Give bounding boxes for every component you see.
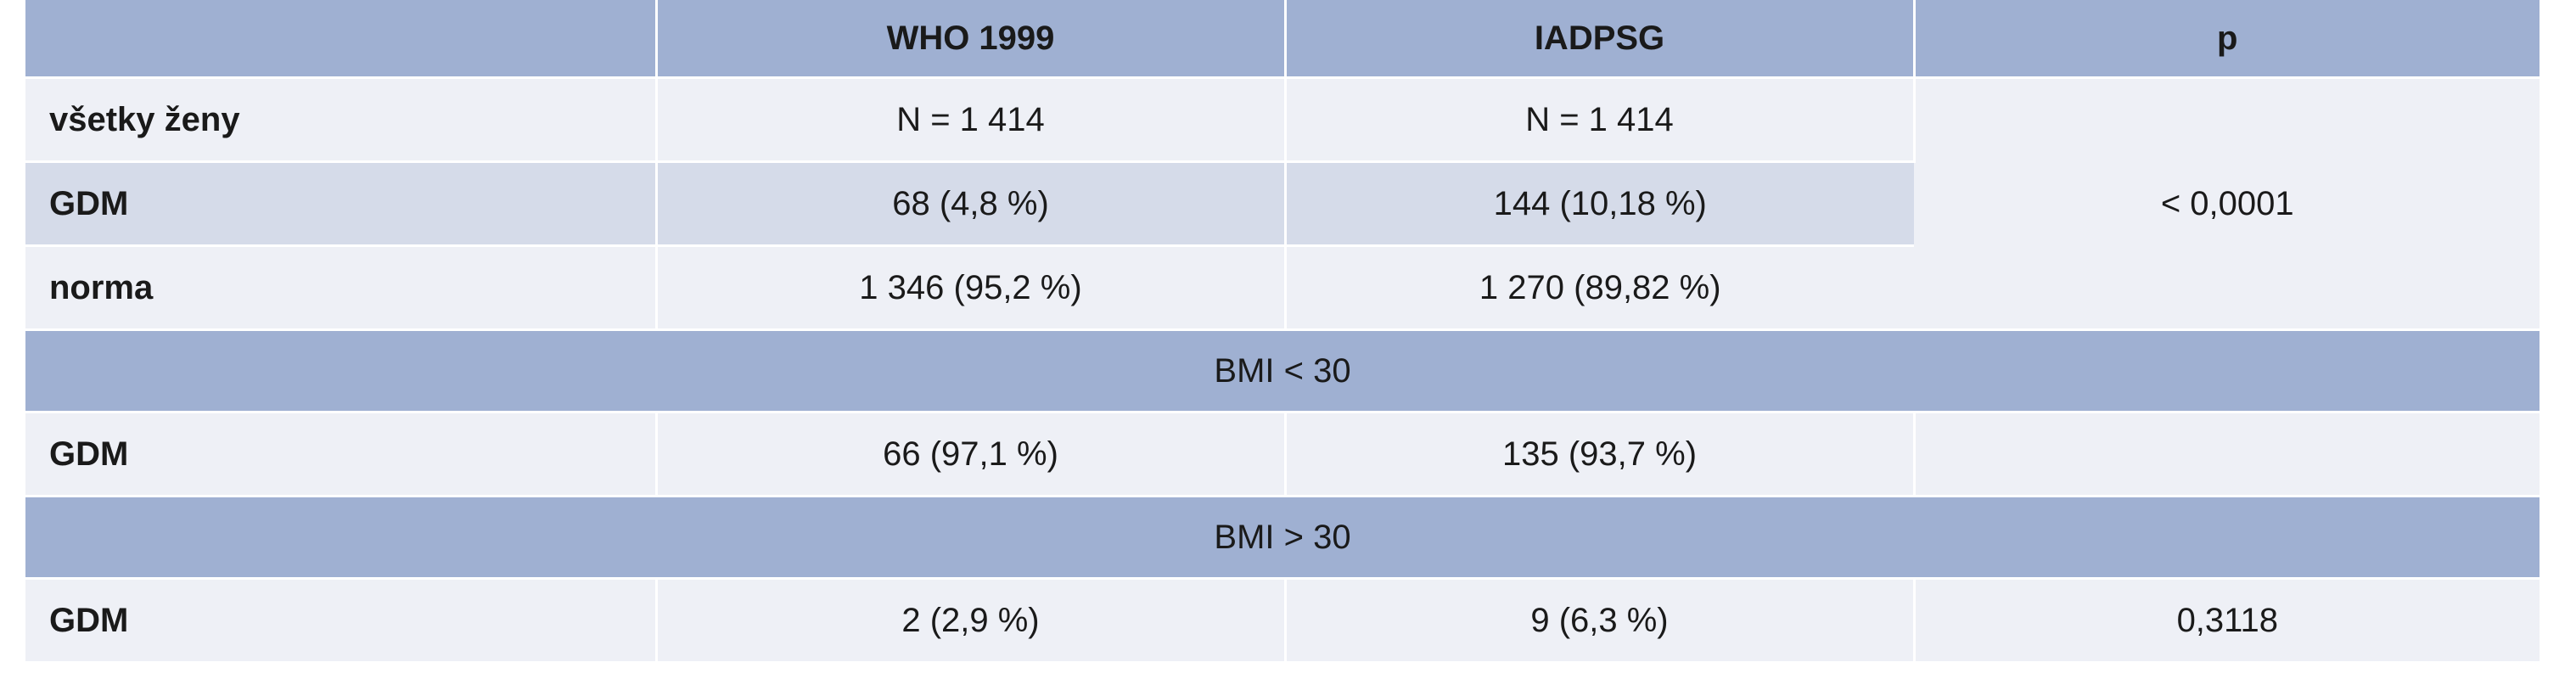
header-iadpsg: IADPSG — [1285, 0, 1916, 79]
section-row-bmi-lt-30: BMI < 30 — [25, 329, 2540, 413]
header-who-1999: WHO 1999 — [656, 0, 1287, 79]
table-row-gdm-bmi-gt-30: GDM 2 (2,9 %) 9 (6,3 %) 0,3118 — [25, 578, 2540, 664]
p-value-group1: < 0,0001 — [1914, 77, 2540, 331]
table-header-row: WHO 1999 IADPSG p — [25, 0, 2540, 79]
gdm-comparison-table-container: WHO 1999 IADPSG p všetky ženy N = 1 414 … — [25, 0, 2540, 664]
who-value: 68 (4,8 %) — [656, 161, 1287, 247]
header-empty-cell — [25, 0, 658, 79]
iadpsg-value: N = 1 414 — [1285, 77, 1916, 163]
iadpsg-value: 9 (6,3 %) — [1285, 578, 1916, 664]
p-value — [1914, 412, 2540, 497]
iadpsg-value: 1 270 (89,82 %) — [1285, 245, 1914, 331]
header-p-value: p — [1914, 0, 2540, 79]
table-row-norma: norma 1 346 (95,2 %) 1 270 (89,82 %) — [25, 245, 2540, 331]
row-label: GDM — [25, 412, 658, 497]
gdm-comparison-table: WHO 1999 IADPSG p všetky ženy N = 1 414 … — [25, 0, 2540, 664]
p-value: 0,3118 — [1914, 578, 2540, 664]
table-row-gdm: GDM 68 (4,8 %) 144 (10,18 %) — [25, 161, 2540, 247]
who-value: N = 1 414 — [656, 77, 1287, 163]
iadpsg-value: 144 (10,18 %) — [1285, 161, 1914, 247]
row-label: všetky ženy — [25, 77, 658, 163]
who-value: 2 (2,9 %) — [656, 578, 1287, 664]
iadpsg-value: 135 (93,7 %) — [1285, 412, 1916, 497]
who-value: 1 346 (95,2 %) — [656, 245, 1287, 331]
who-value: 66 (97,1 %) — [656, 412, 1287, 497]
row-label: norma — [25, 245, 658, 331]
table-row-all-women: všetky ženy N = 1 414 N = 1 414 < 0,0001 — [25, 77, 2540, 331]
section-label-bmi-lt-30: BMI < 30 — [25, 329, 2540, 413]
row-label: GDM — [25, 578, 658, 664]
section-row-bmi-gt-30: BMI > 30 — [25, 496, 2540, 580]
section-label-bmi-gt-30: BMI > 30 — [25, 496, 2540, 580]
row-label: GDM — [25, 161, 658, 247]
table-row-gdm-bmi-lt-30: GDM 66 (97,1 %) 135 (93,7 %) — [25, 412, 2540, 497]
